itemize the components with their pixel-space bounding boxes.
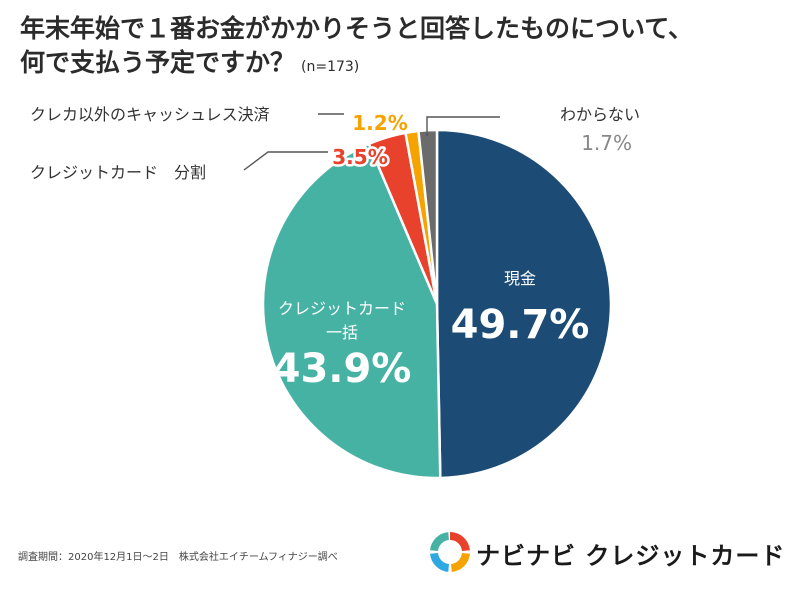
sample-size: (n=173) [301,59,360,75]
brand-name: ナビナビ クレジットカード [476,542,786,570]
slice-value-cashless: 1.2% [352,111,407,135]
title-line-2-text: 何で支払う予定ですか？ [20,48,296,77]
brand-mark-segment-3 [430,532,450,552]
pie-slices [261,128,613,480]
brand-mark-segment-0 [449,532,470,552]
survey-footnote: 調査期間：2020年12月1日〜2日 株式会社エイチームフィナジー調べ [18,552,338,563]
slice-value-unknown: 1.7% [581,131,632,155]
slice-name-cash: 現金 [504,269,536,288]
brand-mark-segment-1 [450,552,470,572]
leader-credit-installment [243,151,328,171]
chart-title: 年末年始で１番お金がかかりそうと回答したものについて、 何で支払う予定ですか？ (… [20,12,790,84]
brand-logo: ナビナビ クレジットカード [430,530,790,574]
brand-mark-icon [430,532,470,572]
leader-unknown [426,116,500,136]
slice-name-unknown: わからない [560,105,640,124]
slice-value-credit-installment: 3.5% [332,145,387,169]
slice-name-credit-lump-line2: 一括 [326,323,358,342]
brand-mark-segment-2 [430,552,450,572]
slice-name-cashless: クレカ以外のキャッシュレス決済 [30,105,270,124]
pie-slice-0 [435,128,613,480]
slice-value-cash: 49.7% [451,302,590,348]
slice-value-credit-lump: 43.9% [273,346,412,392]
pie-slice-4 [417,128,439,305]
slice-name-credit-lump-line1: クレジットカード [278,299,406,318]
pie-slice-1 [261,142,442,480]
title-line-2: 何で支払う予定ですか？ (n=173) [20,46,790,84]
title-line-1: 年末年始で１番お金がかかりそうと回答したものについて、 [20,14,694,43]
slice-name-credit-installment: クレジットカード 分割 [30,163,206,182]
